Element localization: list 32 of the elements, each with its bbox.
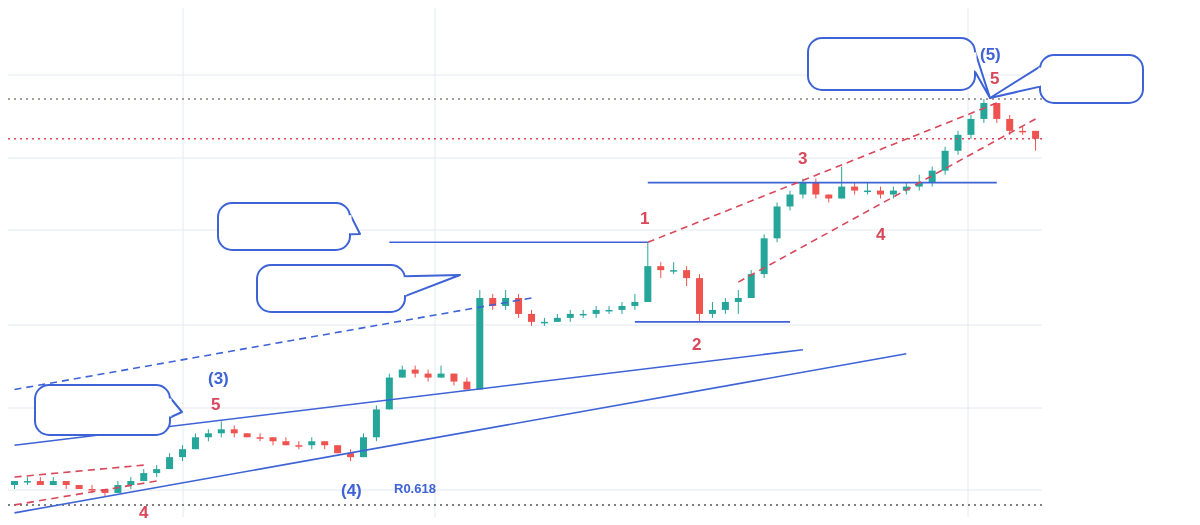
- text: 5: [990, 69, 1000, 88]
- annotation: (3): [208, 369, 229, 388]
- annotation: 5: [211, 395, 221, 414]
- text: 4: [139, 503, 149, 522]
- candlestick: [734, 289, 742, 315]
- candlestick: [1006, 114, 1014, 136]
- candlestick: [295, 440, 303, 450]
- candlestick: [282, 436, 290, 446]
- candlestick: [515, 293, 523, 319]
- candlestick: [954, 130, 962, 156]
- text: (5): [980, 45, 1001, 64]
- annotation: 1: [640, 209, 650, 228]
- candlestick: [437, 365, 445, 379]
- annotation: (4): [341, 481, 362, 500]
- candlestick: [799, 178, 807, 200]
- candlestick: [592, 305, 600, 319]
- candlestick: [747, 269, 755, 299]
- candlestick: [269, 436, 277, 446]
- annotation: 3: [798, 149, 808, 168]
- candlestick: [812, 178, 820, 200]
- candlestick: [618, 301, 626, 315]
- annotation: R0.618: [394, 481, 436, 496]
- candlestick: [941, 146, 949, 176]
- annotation: 4: [876, 225, 886, 244]
- candlestick: [838, 166, 846, 200]
- candlestick: [786, 190, 794, 211]
- annotation: 2: [692, 335, 702, 354]
- candlestick: [424, 369, 432, 383]
- candlestick: [967, 114, 975, 140]
- candlestick: [256, 432, 264, 442]
- candlestick: [683, 265, 691, 287]
- candlestick: [631, 293, 639, 311]
